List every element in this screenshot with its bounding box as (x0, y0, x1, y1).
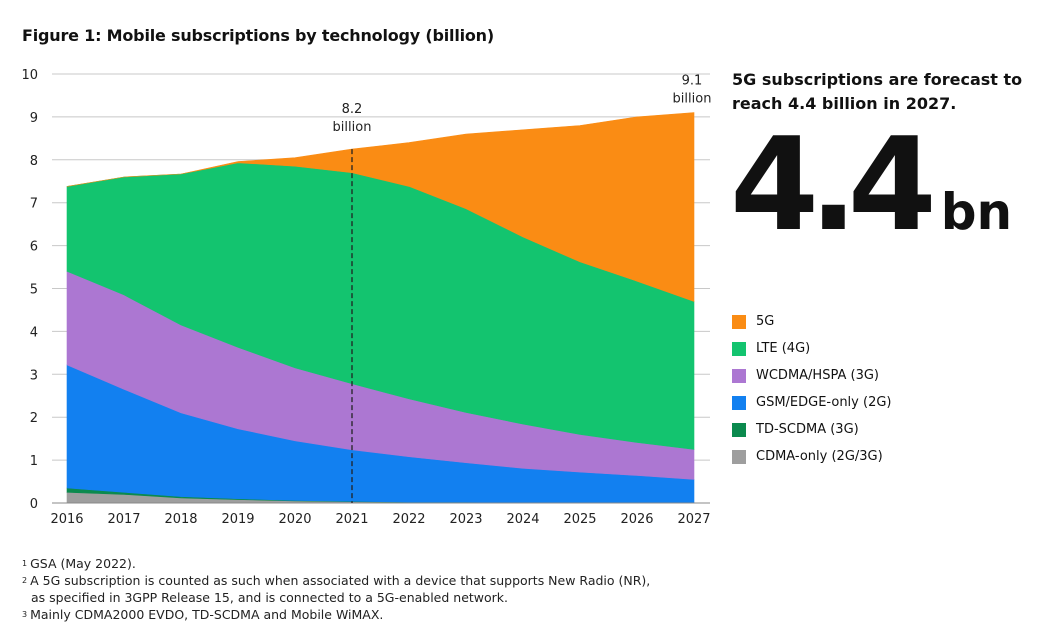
footnote: 1 GSA (May 2022). (22, 555, 650, 572)
y-tick-label: 7 (30, 197, 38, 212)
legend-label: 5G (756, 314, 775, 329)
footnote: as specified in 3GPP Release 15, and is … (22, 589, 650, 606)
legend-swatch (732, 395, 746, 410)
y-axis-ticks: 0 1 2 3 4 5 6 7 8 9 10 (21, 68, 38, 512)
y-tick-label: 9 (30, 111, 38, 126)
footnote-mark: 3 (22, 610, 28, 619)
x-tick-label: 2024 (506, 512, 539, 527)
big-number-unit: bn (940, 183, 1013, 241)
footnote-mark: 2 (22, 576, 28, 585)
area-5g (66, 112, 695, 302)
legend-item: TD-SCDMA (3G) (732, 416, 891, 443)
y-tick-label: 3 (30, 368, 38, 383)
x-tick-label: 2022 (392, 512, 425, 527)
footnote-text: A 5G subscription is counted as such whe… (30, 573, 651, 588)
callouts: 8.2 billion 9.1 billion (333, 74, 712, 503)
legend-label: CDMA-only (2G/3G) (756, 449, 883, 464)
legend-swatch (732, 314, 746, 329)
footnote: 3 Mainly CDMA2000 EVDO, TD-SCDMA and Mobi… (22, 606, 650, 623)
y-tick-label: 5 (30, 283, 38, 298)
x-tick-label: 2021 (335, 512, 368, 527)
x-tick-label: 2025 (563, 512, 596, 527)
x-tick-label: 2020 (278, 512, 311, 527)
y-tick-label: 8 (30, 154, 38, 169)
headline: 5G subscriptions are forecast to reach 4… (732, 70, 1023, 113)
legend-swatch (732, 449, 746, 464)
stacked-area-chart: 0 1 2 3 4 5 6 7 8 9 10 2016 2017 2018 2019 2020 2021 202… (21, 68, 712, 527)
footnote-text: GSA (May 2022). (30, 556, 136, 571)
x-tick-label: 2026 (620, 512, 653, 527)
legend-swatch (732, 341, 746, 356)
x-tick-label: 2019 (221, 512, 254, 527)
legend-item: 5G (732, 308, 891, 335)
footnote-text: Mainly CDMA2000 EVDO, TD-SCDMA and Mobil… (30, 607, 384, 622)
big-number: 4.4 bn (730, 122, 1012, 250)
y-tick-label: 6 (30, 240, 38, 255)
legend: 5G LTE (4G) WCDMA/HSPA (3G) GSM/EDGE-only (… (732, 308, 891, 470)
legend-swatch (732, 368, 746, 383)
area-series (66, 112, 695, 504)
callout-value: 9.1 (682, 74, 703, 89)
footnotes: 1 GSA (May 2022). 2 A 5G subscription is co… (22, 555, 650, 623)
legend-item: LTE (4G) (732, 335, 891, 362)
x-tick-label: 2027 (677, 512, 710, 527)
legend-item: GSM/EDGE-only (2G) (732, 389, 891, 416)
chart-title: Figure 1: Mobile subscriptions by techno… (22, 26, 494, 45)
x-tick-label: 2016 (50, 512, 83, 527)
x-tick-label: 2017 (107, 512, 140, 527)
callout-value: 8.2 (342, 102, 363, 117)
y-tick-label: 1 (30, 454, 38, 469)
legend-label: LTE (4G) (756, 341, 811, 356)
legend-label: WCDMA/HSPA (3G) (756, 368, 879, 383)
x-tick-label: 2023 (449, 512, 482, 527)
callout-unit: billion (673, 92, 712, 107)
footnote-text: as specified in 3GPP Release 15, and is … (31, 590, 509, 605)
legend-label: GSM/EDGE-only (2G) (756, 395, 892, 410)
legend-label: TD-SCDMA (3G) (756, 422, 859, 437)
big-number-value: 4.4 (730, 111, 937, 260)
y-tick-label: 4 (30, 325, 38, 340)
y-tick-label: 2 (30, 411, 38, 426)
legend-item: CDMA-only (2G/3G) (732, 443, 891, 470)
y-tick-label: 10 (21, 68, 38, 83)
callout-unit: billion (333, 120, 372, 135)
legend-swatch (732, 422, 746, 437)
x-axis-ticks: 2016 2017 2018 2019 2020 2021 2022 2023 2024 2025… (50, 502, 711, 527)
y-tick-label: 0 (30, 497, 38, 512)
x-tick-label: 2018 (164, 512, 197, 527)
footnote-mark: 1 (22, 559, 28, 568)
legend-item: WCDMA/HSPA (3G) (732, 362, 891, 389)
